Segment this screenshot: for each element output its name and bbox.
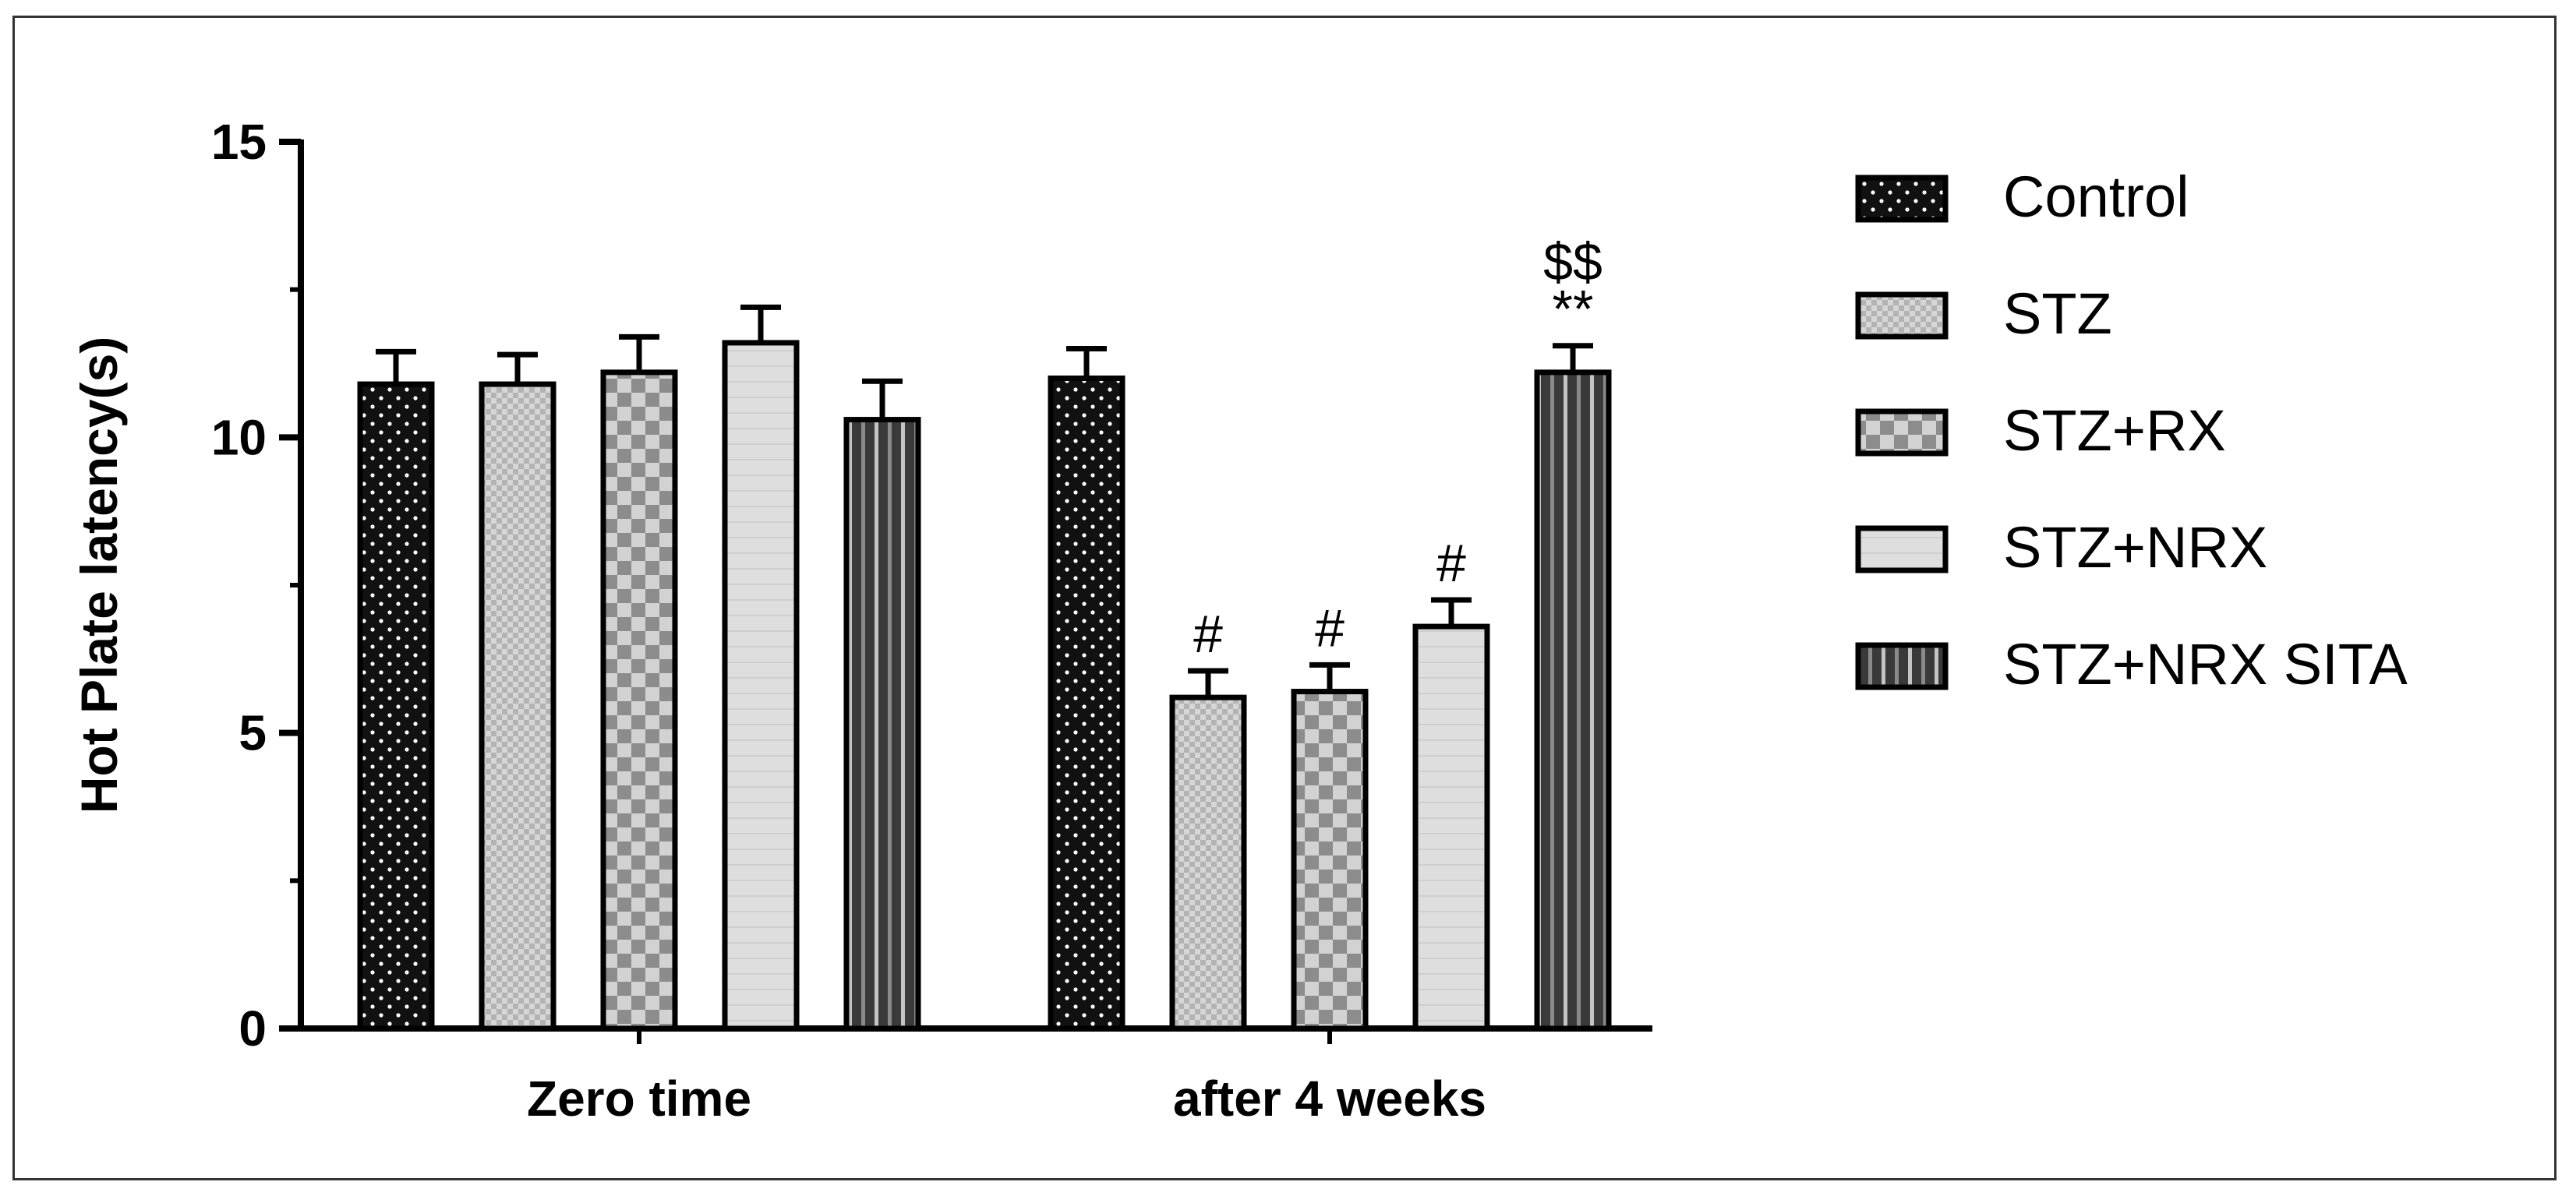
bars-layer: # # # $$ ** — [357, 233, 1612, 1032]
y-tick-label: 10 — [211, 409, 267, 465]
legend-swatch — [1855, 525, 1949, 573]
significance-label: # — [1315, 598, 1345, 658]
bar — [1291, 689, 1369, 1032]
legend-swatch — [1855, 642, 1949, 690]
bar — [843, 417, 921, 1032]
legend-label: STZ+NRX SITA — [2003, 632, 2408, 697]
significance-label: $$ ** — [1543, 233, 1602, 339]
significance-label: # — [1193, 605, 1223, 664]
significance-line: ** — [1553, 280, 1594, 339]
bar — [1048, 375, 1125, 1032]
bar — [600, 369, 678, 1032]
legend-swatch — [1855, 291, 1949, 340]
y-axis-label: Hot Plate latency(s) — [70, 337, 128, 814]
significance-line: $$ — [1543, 233, 1602, 292]
y-tick-label: 5 — [239, 705, 267, 761]
significance-label: # — [1436, 534, 1466, 593]
y-tick-label: 15 — [211, 114, 267, 170]
x-axis: Zero time after 4 weeks — [298, 1025, 1652, 1127]
bar — [1412, 623, 1490, 1032]
legend-label: STZ — [2003, 281, 2112, 346]
legend-label: STZ+NRX — [2003, 515, 2267, 580]
y-tick-label: 0 — [239, 1000, 267, 1057]
bar — [722, 340, 800, 1032]
legend: Control STZ STZ+RX STZ+NRX STZ+NRX SITA — [1855, 164, 2408, 697]
significance-line: # — [1436, 534, 1466, 593]
bar — [357, 381, 435, 1032]
y-axis: 0 5 10 15 — [211, 114, 304, 1057]
bar — [1534, 369, 1612, 1032]
bar — [1169, 694, 1247, 1032]
legend-swatch — [1855, 175, 1949, 223]
bar — [479, 381, 557, 1032]
x-tick-label: Zero time — [527, 1071, 751, 1127]
significance-line: # — [1315, 598, 1345, 658]
legend-swatch — [1855, 408, 1949, 457]
x-tick-label: after 4 weeks — [1173, 1071, 1486, 1127]
legend-label: Control — [2003, 164, 2189, 229]
figure-frame — [12, 16, 2557, 1180]
significance-line: # — [1193, 605, 1223, 664]
legend-label: STZ+RX — [2003, 398, 2226, 463]
